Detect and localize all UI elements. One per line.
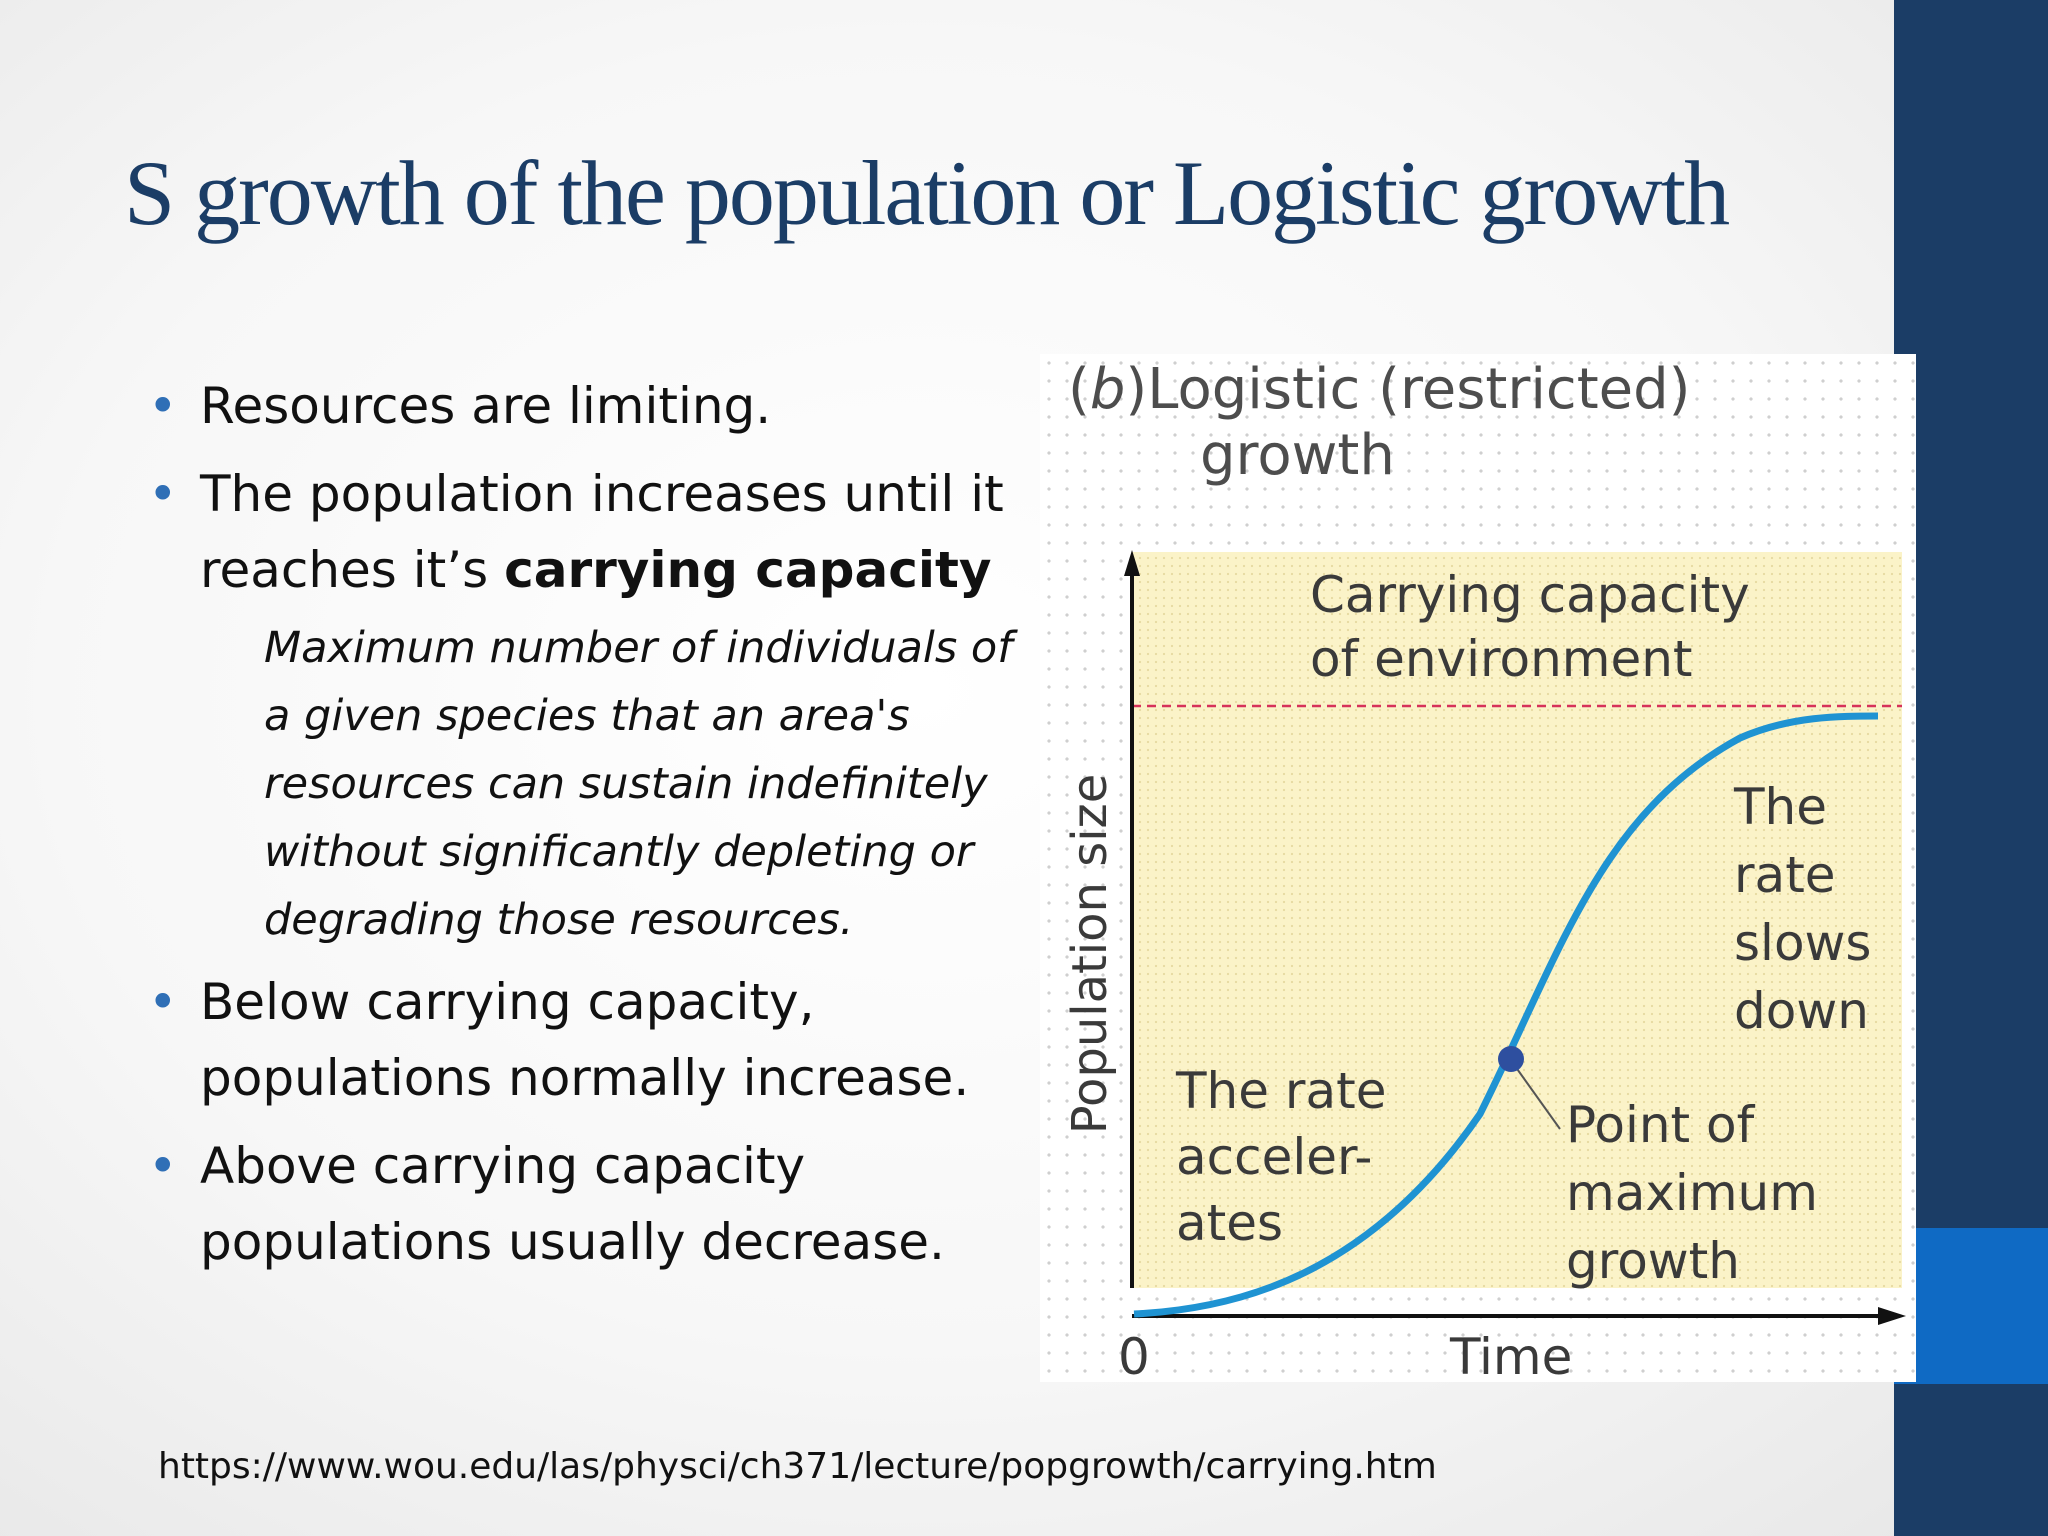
bullet-item: • Above carrying capacity populations us… [148, 1128, 1028, 1280]
bullet-text: Resources are limiting. [200, 377, 772, 435]
bullet-dot-icon: • [148, 465, 178, 523]
bullet-dot-icon: • [148, 1137, 178, 1195]
rate-slows-label: The rate slows down [1733, 778, 1887, 1040]
logistic-growth-figure: (b)Logistic (restricted) growth Carrying… [1040, 354, 1916, 1382]
slide-body: • Resources are limiting. • The populati… [148, 368, 1028, 1292]
bullet-text: Below carrying capacity, populations nor… [200, 973, 970, 1107]
bullet-item: • The population increases until it reac… [148, 456, 1028, 608]
source-link[interactable]: https://www.wou.edu/las/physci/ch371/lec… [158, 1446, 1437, 1487]
logistic-growth-svg: (b)Logistic (restricted) growth Carrying… [1062, 357, 1906, 1382]
y-axis-arrow-icon [1124, 550, 1140, 576]
bullet-dot-icon: • [148, 973, 178, 1031]
carrying-capacity-definition: Maximum number of individuals of a given… [264, 623, 1013, 945]
x-axis-arrow-icon [1878, 1307, 1906, 1325]
origin-label: 0 [1118, 1328, 1150, 1382]
bullet-text: The population increases until it reache… [200, 465, 1004, 599]
max-growth-label: Point of maximum growth [1566, 1096, 1834, 1290]
plot-area [1132, 552, 1902, 1288]
x-axis-label: Time [1449, 1328, 1572, 1382]
rate-accelerates-label: The rate acceler- ates [1175, 1062, 1402, 1252]
figure-heading-line2: growth [1200, 423, 1395, 488]
bullet-dot-icon: • [148, 377, 178, 435]
side-accent-block [1894, 1228, 2048, 1384]
max-growth-leader-line [1509, 1058, 1561, 1130]
bullet-item: • Below carrying capacity, populations n… [148, 964, 1028, 1116]
y-axis-label: Population size [1062, 774, 1118, 1135]
bullet-item: • Resources are limiting. [148, 368, 1028, 444]
max-growth-point [1498, 1046, 1524, 1072]
bullet-bold-term: carrying capacity [504, 541, 992, 599]
logistic-curve [1133, 712, 1879, 1318]
carrying-capacity-label-line2: of environment [1310, 630, 1693, 688]
figure-heading: (b)Logistic (restricted) [1068, 357, 1691, 422]
slide-title: S growth of the population or Logistic g… [124, 142, 1730, 244]
carrying-capacity-label: Carrying capacity [1310, 566, 1750, 624]
bullet-text: Above carrying capacity populations usua… [200, 1137, 945, 1271]
